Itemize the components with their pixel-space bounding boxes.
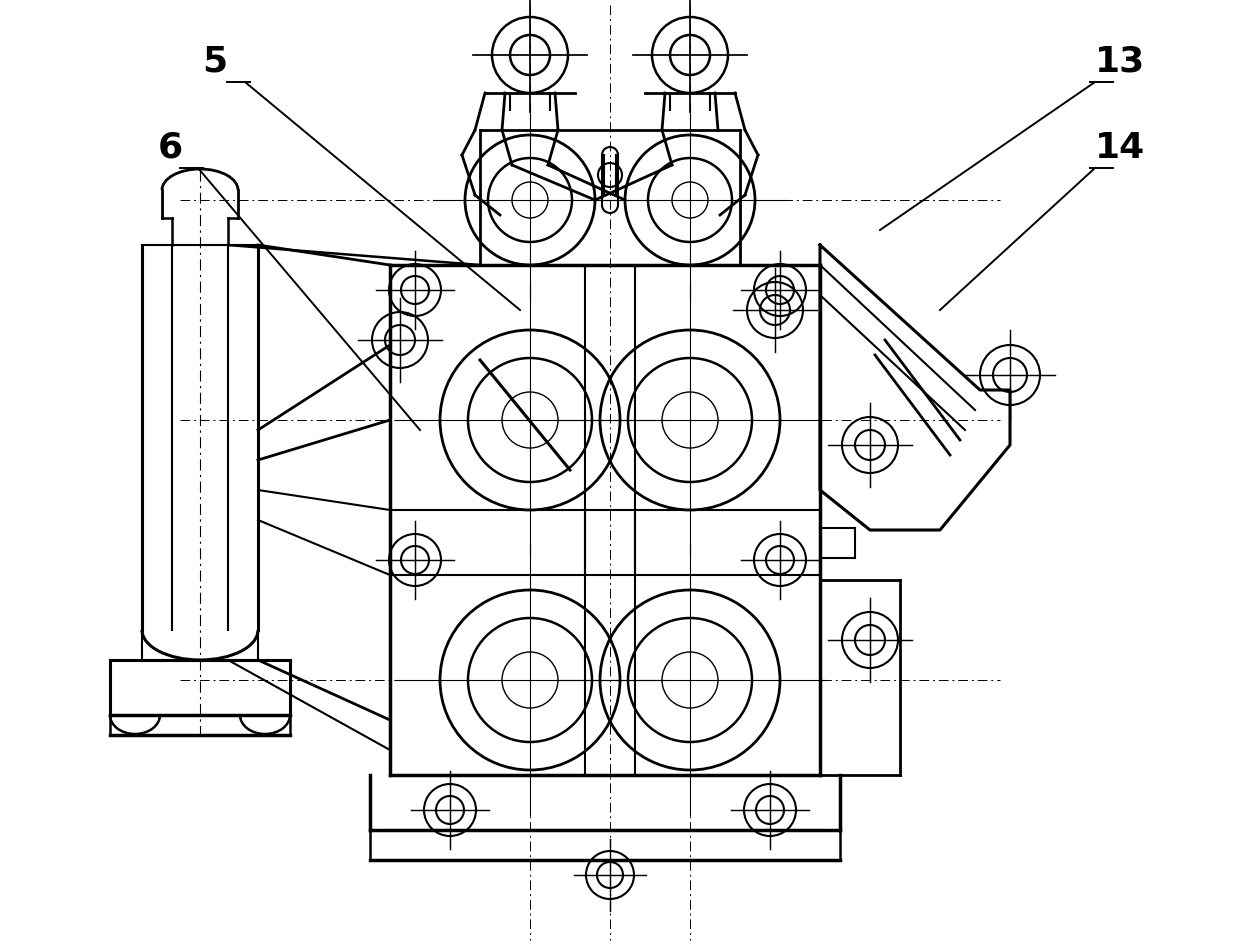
- Text: 14: 14: [1095, 131, 1145, 165]
- Text: 13: 13: [1095, 45, 1145, 79]
- Text: 6: 6: [157, 131, 182, 165]
- Text: 5: 5: [202, 45, 228, 79]
